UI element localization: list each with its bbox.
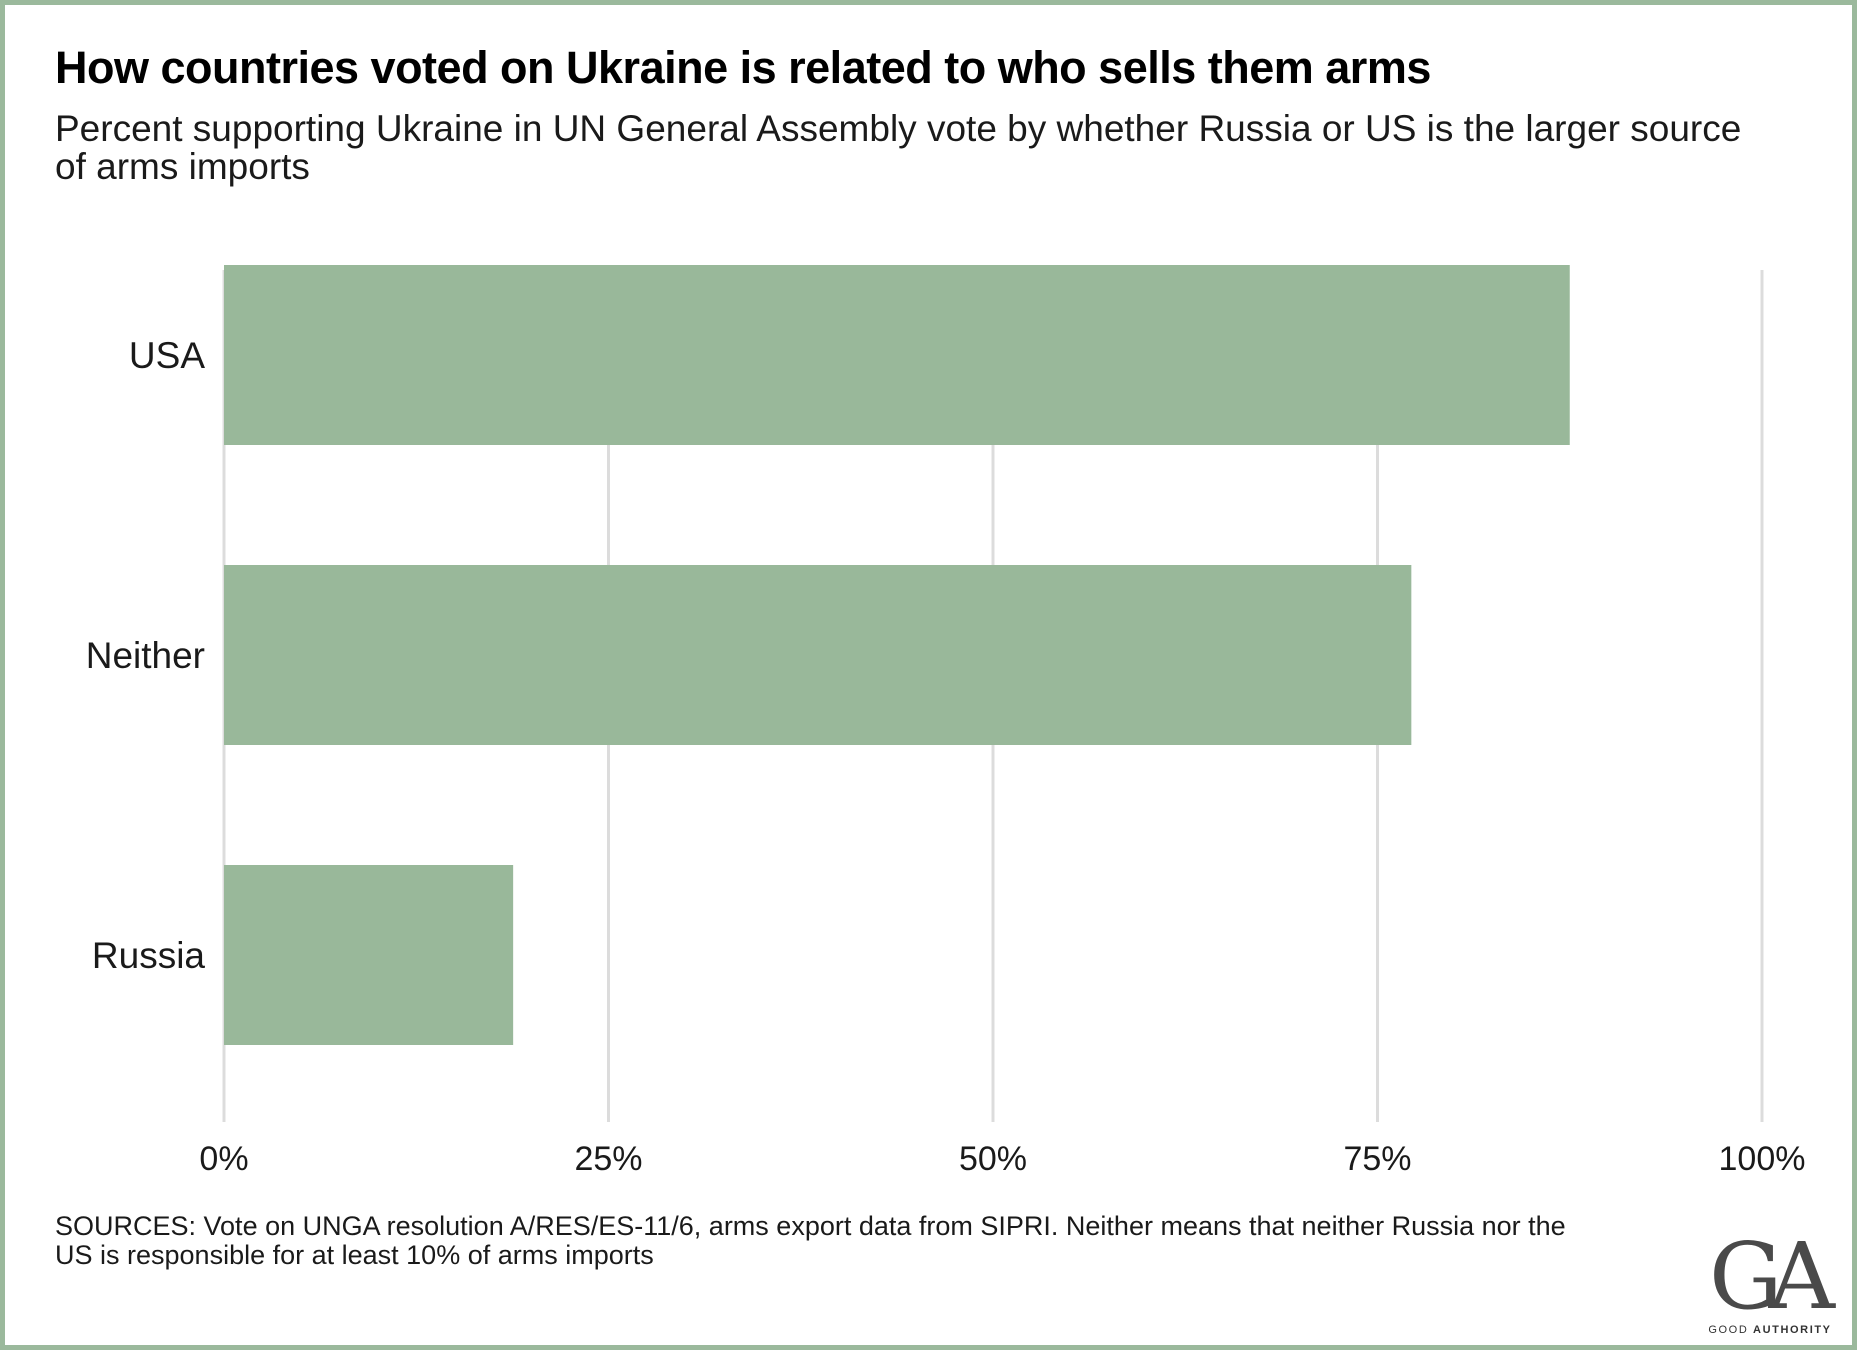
bar-chart: USA Neither Russia 0% 25% 50% 75% 100% — [86, 265, 1806, 1178]
x-tick-label-1: 25% — [574, 1140, 642, 1178]
bar-neither — [224, 565, 1412, 745]
bar-usa — [224, 265, 1570, 445]
x-tick-label-2: 50% — [959, 1140, 1027, 1178]
x-tick-label-0: 0% — [199, 1140, 248, 1178]
bar-russia — [224, 865, 514, 1045]
x-tick-label-4: 100% — [1719, 1140, 1806, 1178]
category-label-russia: Russia — [92, 935, 206, 976]
logo-wordmark: GOOD AUTHORITY — [1700, 1324, 1840, 1336]
logo-text-bold: AUTHORITY — [1753, 1324, 1832, 1336]
x-tick-label-3: 75% — [1343, 1140, 1411, 1178]
category-label-neither: Neither — [86, 635, 205, 676]
chart-subtitle: Percent supporting Ukraine in UN General… — [55, 108, 1742, 187]
logo-text-light: GOOD — [1708, 1324, 1754, 1336]
category-label-usa: USA — [129, 335, 205, 376]
chart-title: How countries voted on Ukraine is relate… — [55, 42, 1431, 93]
sources-note: SOURCES: Vote on UNGA resolution A/RES/E… — [55, 1211, 1566, 1270]
logo-mark: GA — [1709, 1223, 1835, 1330]
good-authority-logo: GA GOOD AUTHORITY — [1700, 1231, 1840, 1337]
